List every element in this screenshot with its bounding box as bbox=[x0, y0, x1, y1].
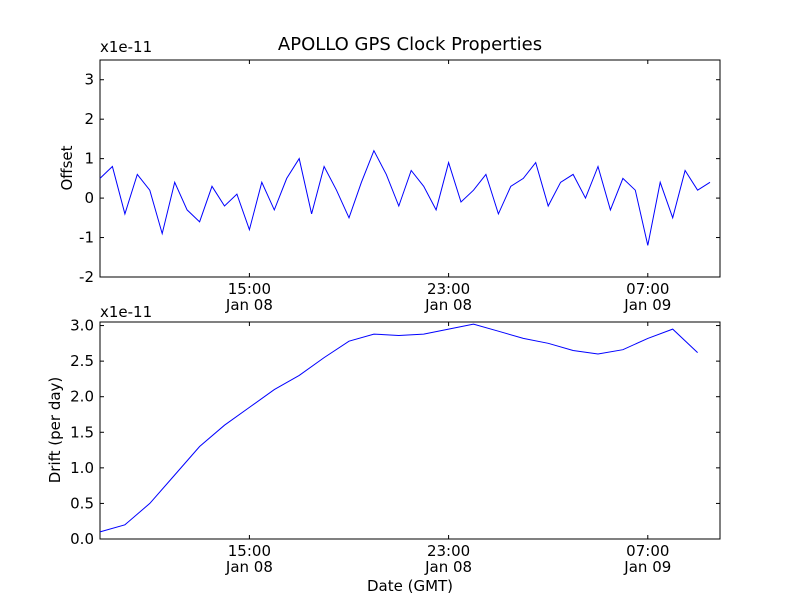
offset-plot-frame bbox=[99, 59, 721, 278]
offset-x-tick-label-time: 15:00 bbox=[228, 280, 271, 298]
offset-x-tick-label-date: Jan 09 bbox=[623, 296, 671, 314]
drift-x-tick-label-time: 23:00 bbox=[427, 542, 470, 560]
offset-y-tick-label: 1 bbox=[84, 150, 94, 168]
drift-chart: x1e-11 Drift (per day) 0.0 0.5 1.0 1.5 2.0 2.… bbox=[46, 303, 721, 595]
offset-x-tick-label-time: 07:00 bbox=[626, 280, 669, 298]
offset-y-tick-label: 0 bbox=[84, 189, 94, 207]
drift-series-line bbox=[99, 323, 698, 533]
drift-plot-frame bbox=[99, 321, 721, 540]
offset-x-tick-label-date: Jan 08 bbox=[424, 296, 472, 314]
drift-y-tick-label: 1.5 bbox=[70, 423, 94, 441]
drift-y-scale-label: x1e-11 bbox=[100, 303, 152, 321]
drift-y-axis-label: Drift (per day) bbox=[46, 377, 64, 484]
offset-chart: APOLLO GPS Clock Properties x1e-11 Offse… bbox=[58, 34, 721, 314]
drift-y-tick-label: 2.0 bbox=[70, 388, 94, 406]
drift-x-tick-label-date: Jan 09 bbox=[623, 558, 671, 576]
drift-x-tick-label-date: Jan 08 bbox=[424, 558, 472, 576]
offset-y-scale-label: x1e-11 bbox=[100, 38, 152, 56]
chart-title: APOLLO GPS Clock Properties bbox=[278, 34, 542, 55]
drift-x-axis-label: Date (GMT) bbox=[367, 577, 453, 595]
drift-y-tick-label: 2.5 bbox=[70, 352, 94, 370]
offset-y-tick-label: 3 bbox=[84, 71, 94, 89]
drift-y-tick-label: 0.0 bbox=[70, 530, 94, 548]
drift-y-tick-label: 3.0 bbox=[70, 317, 94, 335]
drift-x-tick-label-date: Jan 08 bbox=[225, 558, 273, 576]
drift-y-tick-label: 1.0 bbox=[70, 459, 94, 477]
drift-y-tick-label: 0.5 bbox=[70, 494, 94, 512]
offset-x-tick-label-date: Jan 08 bbox=[225, 296, 273, 314]
offset-y-tick-label: -2 bbox=[79, 268, 94, 286]
offset-x-tick-label-time: 23:00 bbox=[427, 280, 470, 298]
drift-x-tick-label-time: 07:00 bbox=[626, 542, 669, 560]
offset-series-line bbox=[99, 149, 711, 246]
drift-x-tick-label-time: 15:00 bbox=[228, 542, 271, 560]
offset-y-axis-label: Offset bbox=[58, 145, 76, 190]
offset-y-tick-label: -1 bbox=[79, 229, 94, 247]
offset-y-tick-label: 2 bbox=[84, 110, 94, 128]
